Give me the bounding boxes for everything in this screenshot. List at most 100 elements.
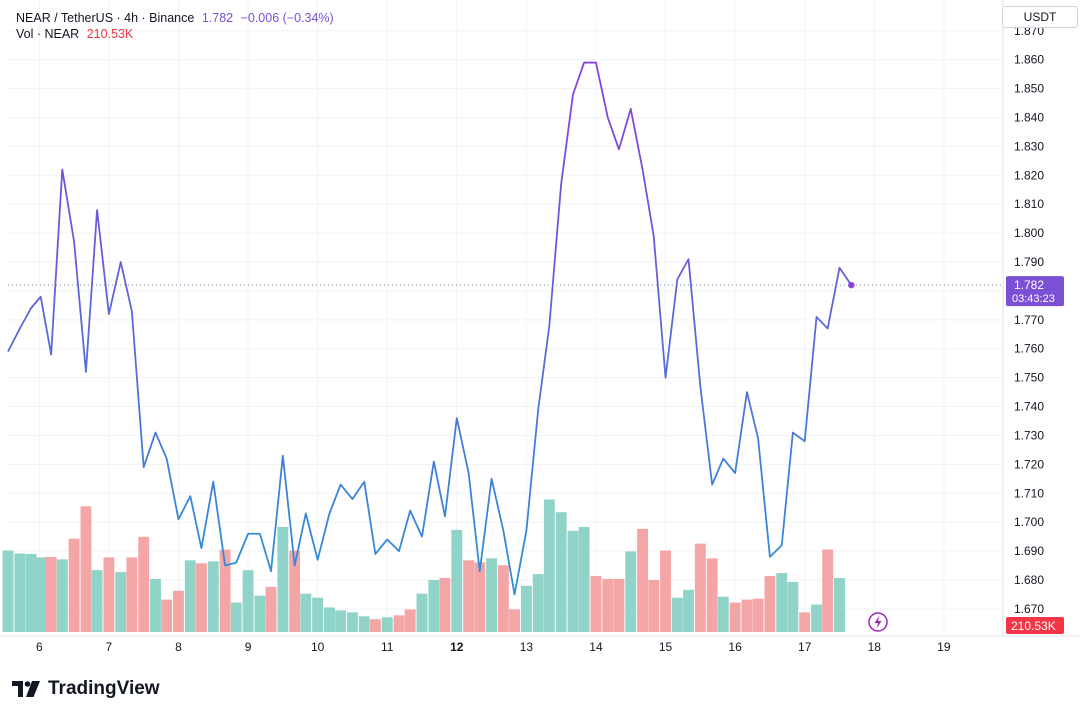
lightning-icon[interactable]	[868, 612, 888, 632]
tradingview-logo-icon	[12, 681, 40, 697]
volume-bar	[219, 549, 231, 632]
price-series-line	[7, 61, 853, 596]
volume-bar	[300, 593, 312, 632]
volume-bar	[451, 529, 463, 632]
volume-bar	[706, 558, 718, 632]
volume-bar	[590, 576, 602, 632]
volume-bar	[532, 574, 544, 632]
y-tick-label: 1.860	[1014, 53, 1044, 67]
volume-bar	[312, 597, 324, 632]
volume-bar	[91, 570, 103, 632]
volume-bar	[463, 560, 475, 632]
volume-bar	[324, 607, 335, 632]
volume-bar	[35, 557, 47, 632]
volume-bar	[683, 589, 694, 632]
volume-bar	[56, 559, 68, 632]
volume-bar	[195, 563, 207, 632]
y-tick-label: 1.770	[1014, 313, 1044, 327]
x-tick-label: 15	[659, 640, 673, 654]
y-tick-label: 1.830	[1014, 139, 1044, 153]
volume-bar	[369, 619, 381, 632]
volume-bar	[138, 536, 150, 632]
y-tick-label: 1.750	[1014, 371, 1044, 385]
x-tick-label: 19	[937, 640, 951, 654]
volume-bar	[254, 595, 266, 632]
volume-bar	[729, 602, 741, 632]
volume-bar	[428, 579, 440, 632]
volume-bar	[173, 590, 184, 632]
volume-bar	[80, 506, 92, 632]
volume-bar	[265, 586, 277, 632]
volume-bar	[277, 526, 289, 632]
volume-value: 210.53K	[86, 27, 134, 41]
legend-last-price: 1.782	[201, 11, 234, 25]
x-tick-label: 8	[175, 640, 182, 654]
volume-bar	[25, 553, 37, 632]
volume-bar	[555, 512, 567, 632]
y-tick-label: 1.670	[1014, 602, 1044, 616]
y-tick-label: 1.850	[1014, 82, 1044, 96]
volume-bar	[717, 596, 729, 632]
volume-bar	[497, 565, 509, 632]
legend-change: −0.006 (−0.34%)	[240, 11, 334, 25]
y-tick-label: 1.790	[1014, 255, 1044, 269]
volume-bar	[230, 602, 242, 632]
volume-bar	[637, 528, 649, 632]
y-tick-label: 1.680	[1014, 573, 1044, 587]
volume-bar	[752, 598, 764, 632]
x-tick-label: 10	[311, 640, 325, 654]
volume-bar	[474, 562, 486, 632]
currency-selector[interactable]: USDT	[1002, 6, 1078, 28]
volume-tag-value: 210.53K	[1011, 619, 1056, 633]
volume-bar	[161, 599, 173, 632]
y-tick-label: 1.730	[1014, 428, 1044, 442]
volume-bar	[741, 599, 753, 632]
volume-bar	[381, 617, 393, 632]
tradingview-logo[interactable]: TradingView	[12, 678, 160, 700]
volume-bar	[834, 578, 845, 632]
volume-bar	[416, 593, 428, 632]
volume-bar	[543, 499, 555, 632]
volume-bar	[509, 609, 520, 632]
volume-bar	[648, 579, 660, 632]
volume-bar	[613, 578, 625, 632]
volume-bar	[764, 576, 776, 632]
y-tick-label: 1.810	[1014, 197, 1044, 211]
y-tick-label: 1.840	[1014, 110, 1044, 124]
y-tick-label: 1.760	[1014, 342, 1044, 356]
brand-name: TradingView	[48, 678, 160, 699]
x-tick-label: 12	[450, 640, 464, 654]
volume-bar	[103, 557, 115, 632]
x-tick-label: 6	[36, 640, 43, 654]
price-axis[interactable]: 1.670 1.680 1.690 1.700 1.710 1.720 1.730 1.740…	[1014, 24, 1044, 616]
volume-bar	[811, 604, 822, 632]
volume-bar	[578, 526, 590, 632]
volume-bar	[776, 573, 788, 632]
volume-bar	[404, 609, 416, 632]
x-tick-label: 18	[868, 640, 882, 654]
y-tick-label: 1.700	[1014, 515, 1044, 529]
volume-bar	[602, 578, 614, 632]
volume-bar	[358, 616, 370, 632]
volume-bar	[2, 550, 14, 632]
volume-bar	[393, 615, 405, 632]
volume-tag	[1006, 617, 1064, 634]
volume-bar	[694, 543, 706, 632]
time-axis[interactable]: 6 7 8 9 10 11 12 13 14 15 16 17 18 19	[36, 640, 951, 654]
y-tick-label: 1.690	[1014, 544, 1044, 558]
volume-bar	[184, 560, 196, 632]
bar-countdown: 03:43:23	[1012, 293, 1055, 305]
volume-bar	[45, 556, 57, 632]
volume-bar	[822, 549, 834, 632]
x-tick-label: 11	[381, 640, 394, 654]
volume-bar	[14, 553, 26, 632]
volume-label[interactable]: Vol · NEAR	[16, 27, 80, 41]
volume-bar	[520, 585, 532, 632]
volume-bar	[289, 550, 301, 632]
volume-bar	[242, 570, 254, 632]
symbol-title[interactable]: NEAR / TetherUS · 4h · Binance	[16, 11, 195, 25]
y-tick-label: 1.740	[1014, 400, 1044, 414]
volume-bar	[660, 550, 671, 632]
volume-bars	[2, 499, 845, 632]
